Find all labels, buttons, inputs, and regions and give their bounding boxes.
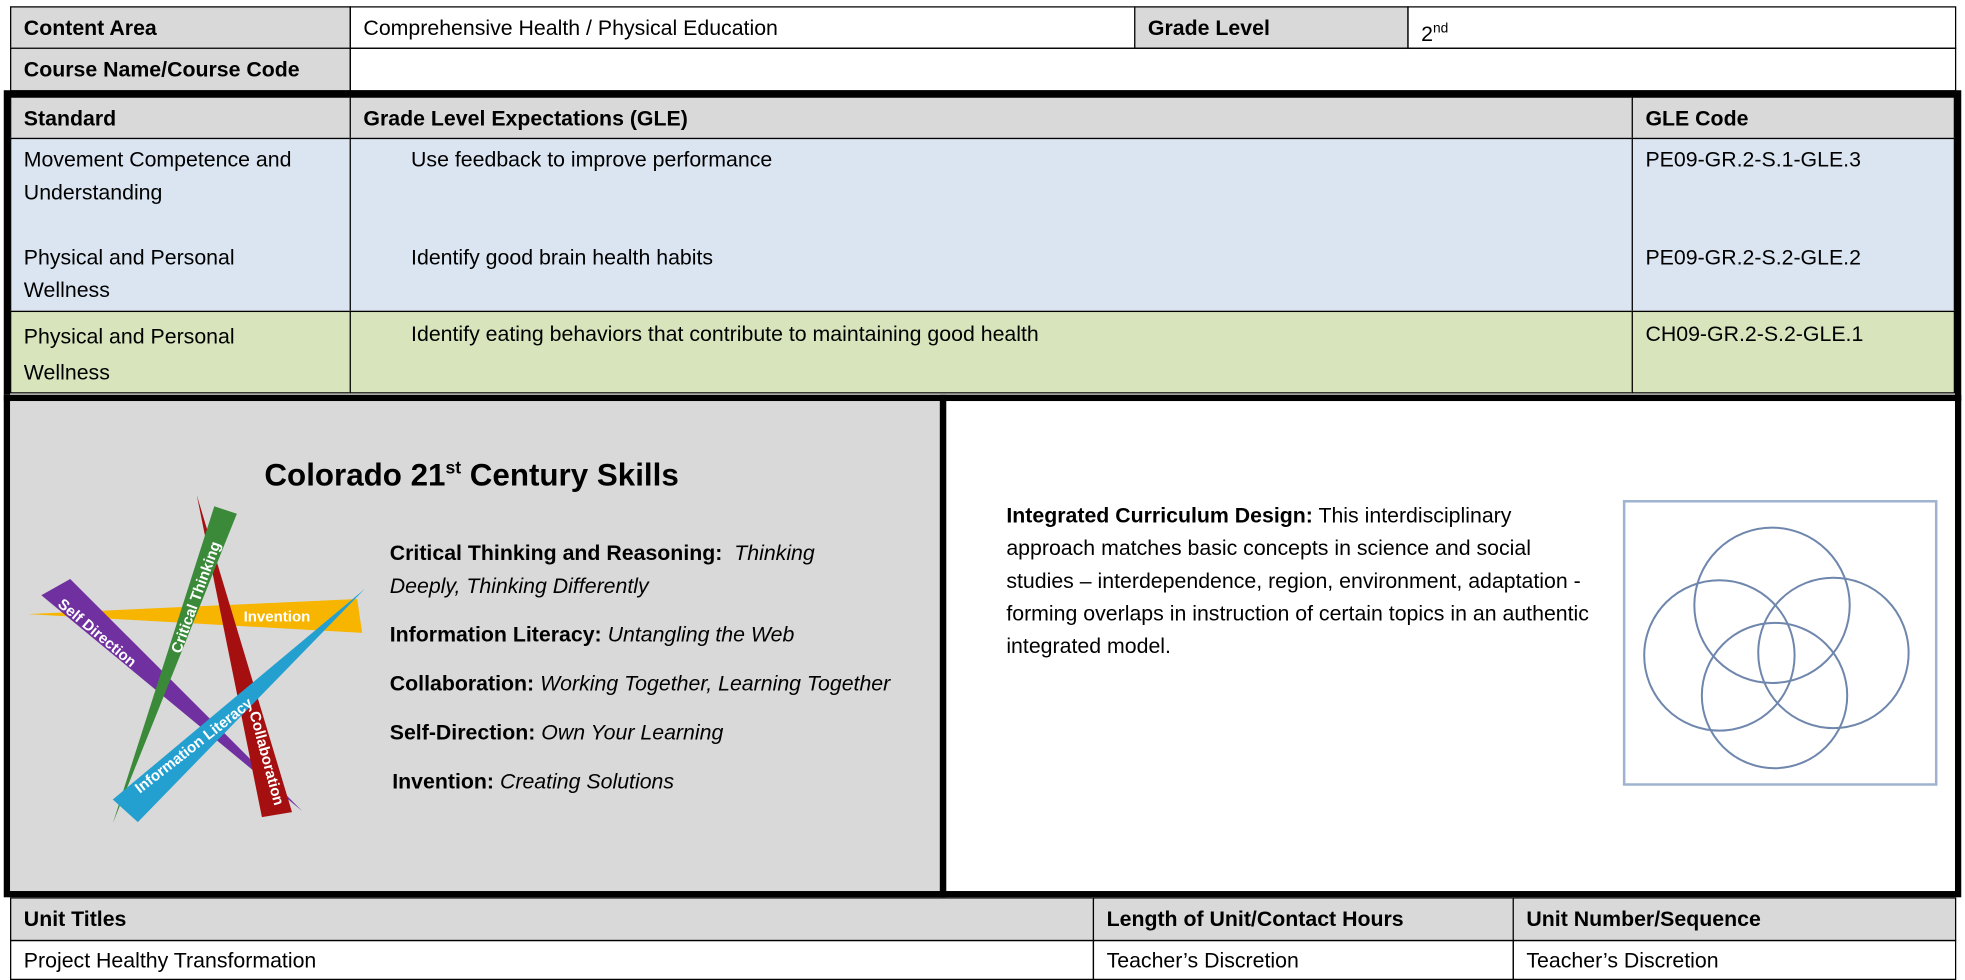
skill-desc: Own Your Learning (541, 720, 724, 745)
standard: Physical and Personal Wellness (23, 324, 235, 385)
skill-desc: Creating Solutions (499, 769, 675, 794)
label-cell: Grade Level (1134, 6, 1409, 49)
skill-name: Information Literacy: (389, 622, 602, 647)
label: Grade Level (1147, 16, 1270, 41)
star-label: Critical Thinking (168, 539, 224, 655)
skills-title: Colorado 21st Century Skills (264, 446, 678, 497)
th: Unit Titles (10, 897, 1095, 942)
th: Unit Number/Sequence (1512, 897, 1957, 942)
skill-desc: Untangling the Web (607, 622, 795, 647)
venn-circle (1700, 621, 1849, 770)
th: GLE Code (1631, 96, 1955, 140)
cell (1631, 137, 1955, 313)
gle: Use feedback to improve performance (411, 147, 773, 172)
cell (1631, 310, 1955, 394)
gle-code: CH09-GR.2-S.2-GLE.1 (1645, 322, 1864, 346)
unit-title: Project Healthy Transformation (23, 948, 317, 973)
th: Grade Level Expectations (GLE) (349, 96, 1633, 140)
skill: Self-Direction: Own Your Learning (390, 717, 891, 750)
title-part: Colorado 21 (264, 457, 446, 493)
skill: Invention: Creating Solutions (392, 766, 891, 799)
grade-sup: nd (1432, 21, 1449, 37)
star-label: Invention (244, 609, 311, 626)
venn-circle (1693, 526, 1851, 684)
skill: Critical Thinking and Reasoning: Thinkin… (390, 538, 891, 603)
skill-name: Self-Direction: (389, 720, 536, 745)
th-text: GLE Code (1645, 106, 1749, 131)
integrated-label: Integrated Curriculum Design: (1006, 503, 1313, 528)
label: Content Area (23, 16, 157, 41)
skill-name: Collaboration: (389, 671, 535, 696)
integrated-text: Integrated Curriculum Design: This inter… (1006, 500, 1601, 663)
skills-list: Critical Thinking and Reasoning: Thinkin… (390, 538, 891, 799)
gle-code: PE09-GR.2-S.1-GLE.3 (1645, 147, 1861, 172)
star-bar (196, 495, 292, 818)
value: Comprehensive Health / Physical Educatio… (363, 16, 778, 41)
integrated-body: This interdisciplinary approach matches … (1006, 503, 1589, 658)
skill-name: Critical Thinking and Reasoning: (389, 541, 723, 566)
skill: Collaboration: Working Together, Learnin… (390, 668, 891, 701)
th-text: Length of Unit/Contact Hours (1106, 907, 1404, 932)
skills-panel (3, 394, 947, 898)
integrated-panel (939, 394, 1962, 898)
star-bar (112, 589, 365, 823)
venn-circle (1643, 579, 1796, 732)
label: Course Name/Course Code (23, 57, 300, 82)
cell (10, 310, 351, 394)
value-cell: 2nd (1407, 6, 1957, 49)
cell: Project Healthy Transformation (10, 939, 1095, 980)
star-bar (41, 578, 303, 811)
label-cell: Content Area (10, 6, 351, 49)
venn-frame (1622, 500, 1938, 786)
th: Length of Unit/Contact Hours (1092, 897, 1514, 942)
skill-desc: Thinking Deeply, Thinking Differently (389, 541, 815, 598)
unit-length: Teacher’s Discretion (1106, 948, 1299, 973)
gle: Identify good brain health habits (411, 245, 714, 270)
star-bar (112, 506, 237, 824)
th-text: Grade Level Expectations (GLE) (363, 106, 688, 131)
cell (349, 310, 1633, 394)
skill: Information Literacy: Untangling the Web (390, 619, 891, 652)
unit-number: Teacher’s Discretion (1526, 948, 1719, 973)
standard: Physical and Personal Wellness (23, 245, 235, 303)
skill-name: Invention: (392, 769, 495, 794)
venn-diagram (1622, 500, 1938, 786)
cell: Teacher’s Discretion (1092, 939, 1514, 980)
title-part: Century Skills (461, 457, 679, 493)
venn-circle (1757, 576, 1910, 730)
th-text: Standard (23, 106, 117, 131)
gle-code: PE09-GR.2-S.2-GLE.2 (1645, 245, 1861, 270)
skills-star: Critical Thinking Invention Self Directi… (27, 495, 365, 824)
grade: 2 (1421, 22, 1433, 46)
title-sup: st (445, 457, 462, 478)
skill-desc: Working Together, Learning Together (540, 671, 891, 696)
gle: Identify eating behaviors that contribut… (411, 322, 1039, 346)
th-text: Unit Titles (23, 907, 127, 932)
cell: Teacher’s Discretion (1512, 939, 1957, 980)
th-text: Unit Number/Sequence (1526, 907, 1761, 932)
standard: Movement Competence and Understanding (23, 147, 292, 205)
